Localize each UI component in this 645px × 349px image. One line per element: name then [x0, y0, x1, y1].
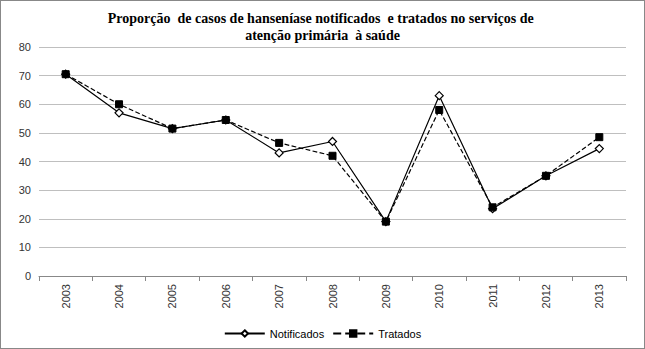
svg-text:80: 80 — [19, 41, 31, 53]
svg-text:Notificados: Notificados — [270, 328, 325, 340]
svg-text:2004: 2004 — [113, 284, 125, 308]
svg-text:2007: 2007 — [273, 284, 285, 308]
svg-text:2008: 2008 — [327, 284, 339, 308]
svg-text:0: 0 — [25, 270, 31, 282]
svg-text:70: 70 — [19, 70, 31, 82]
svg-text:20: 20 — [19, 213, 31, 225]
svg-text:30: 30 — [19, 184, 31, 196]
svg-text:10: 10 — [19, 241, 31, 253]
svg-text:2012: 2012 — [540, 284, 552, 308]
svg-text:2011: 2011 — [487, 284, 499, 308]
svg-text:2005: 2005 — [166, 284, 178, 308]
svg-text:2006: 2006 — [220, 284, 232, 308]
svg-text:50: 50 — [19, 127, 31, 139]
svg-text:60: 60 — [19, 98, 31, 110]
svg-text:2009: 2009 — [380, 284, 392, 308]
svg-text:2003: 2003 — [60, 284, 72, 308]
svg-text:40: 40 — [19, 156, 31, 168]
svg-text:atenção primária à saúde: atenção primária à saúde — [245, 28, 400, 43]
svg-text:2013: 2013 — [593, 284, 605, 308]
svg-text:Proporção de casos de hansení: Proporção de casos de hanseníase notific… — [108, 11, 537, 26]
svg-text:Tratados: Tratados — [378, 328, 422, 340]
svg-text:2010: 2010 — [433, 284, 445, 308]
